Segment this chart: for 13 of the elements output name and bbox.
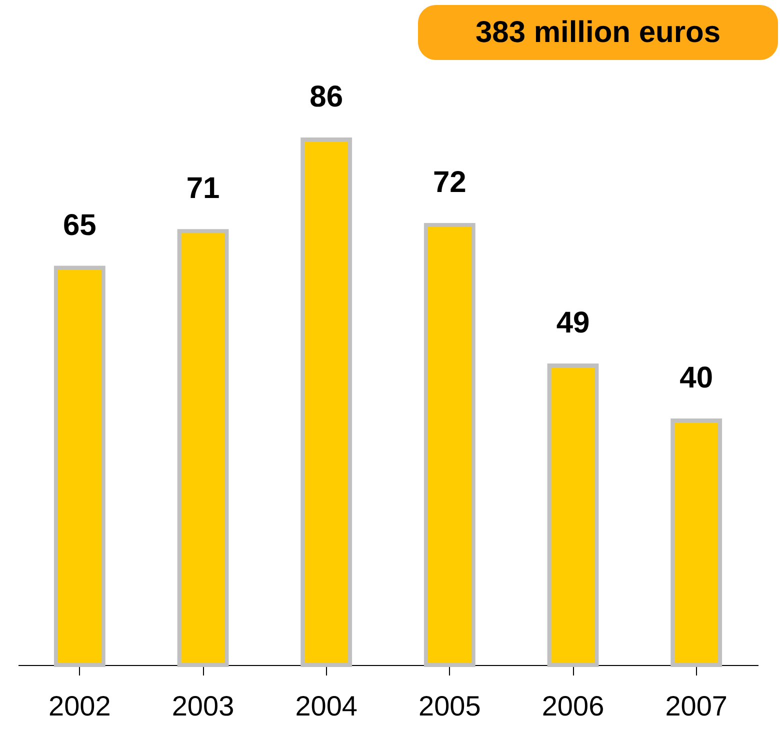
x-tick-label: 2005: [418, 690, 481, 722]
data-label: 65: [62, 208, 96, 242]
x-tick-label: 2006: [542, 690, 604, 722]
x-tick-label: 2007: [665, 690, 728, 722]
data-label: 71: [186, 172, 220, 206]
data-label: 40: [680, 362, 714, 395]
data-label: 86: [310, 80, 344, 114]
x-tick-label: 2003: [172, 690, 234, 722]
text: 383 million euros: [475, 16, 721, 49]
data-label: 49: [556, 306, 590, 340]
x-tick-label: 2002: [48, 690, 111, 722]
x-tick-label: 2004: [295, 690, 358, 722]
data-label: 72: [432, 166, 466, 199]
